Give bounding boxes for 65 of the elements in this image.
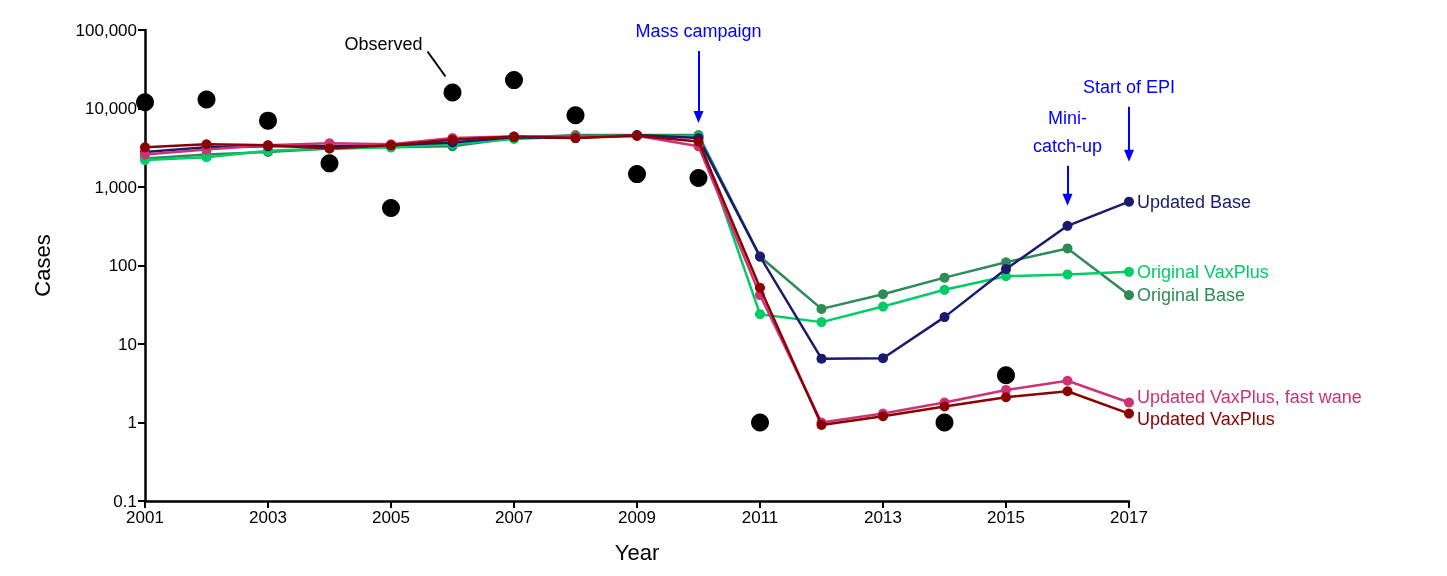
point — [997, 366, 1015, 385]
x-axis-title: Year — [614, 539, 660, 565]
series-label: Original Base — [1137, 285, 1246, 306]
point — [1124, 408, 1134, 419]
x-tick-label: 2011 — [741, 508, 779, 527]
point — [878, 289, 888, 300]
y-tick-label: 10,000 — [85, 99, 137, 118]
y-tick-label: 1,000 — [94, 177, 137, 197]
point — [1001, 264, 1011, 275]
point — [689, 169, 708, 188]
point — [628, 165, 646, 184]
series-label: Updated VaxPlus, fast wane — [1137, 387, 1362, 408]
point — [939, 272, 950, 283]
point — [197, 90, 216, 109]
point — [320, 154, 339, 173]
point — [259, 111, 277, 130]
point — [1001, 392, 1011, 403]
x-tick-label: 2013 — [864, 508, 902, 527]
annotation: Observed — [344, 34, 423, 55]
series-label: Updated Base — [1137, 191, 1252, 212]
point — [878, 353, 888, 364]
point — [939, 401, 950, 412]
point — [382, 199, 400, 217]
point — [751, 413, 769, 432]
point — [1062, 386, 1073, 397]
point — [566, 106, 585, 125]
point — [755, 282, 765, 293]
point — [878, 301, 888, 312]
ref-line-label: Mass campaign — [635, 20, 762, 41]
y-tick-label: 1 — [127, 413, 137, 432]
y-tick-label: 0.1 — [113, 491, 137, 511]
point — [816, 303, 827, 314]
point — [1062, 375, 1073, 386]
ref-line-label: Start of EPI — [1082, 76, 1176, 97]
series-label: Updated VaxPlus — [1137, 409, 1275, 430]
ref-line-label: Mini- catch-up — [1032, 107, 1103, 156]
point — [140, 142, 150, 153]
point — [816, 353, 827, 364]
point — [1124, 290, 1134, 301]
point — [1124, 397, 1134, 408]
point — [136, 93, 154, 112]
point — [935, 413, 954, 432]
x-tick-label: 2001 — [126, 508, 164, 527]
x-tick-label: 2017 — [1110, 508, 1148, 527]
point — [939, 284, 950, 295]
point — [1062, 269, 1073, 280]
point — [505, 71, 523, 90]
point — [816, 317, 827, 328]
x-tick-label: 2005 — [372, 508, 410, 527]
y-tick-label: 10 — [118, 334, 137, 354]
y-axis-title: Cases — [29, 234, 55, 297]
x-tick-label: 2009 — [618, 508, 656, 527]
point — [1062, 220, 1073, 231]
y-tick-label: 100 — [108, 256, 137, 275]
point — [1124, 196, 1134, 207]
point — [939, 312, 950, 323]
x-tick-label: 2007 — [495, 508, 533, 527]
point — [1124, 266, 1134, 277]
series-label: Original VaxPlus — [1137, 261, 1269, 282]
y-tick-label: 100,000 — [75, 20, 137, 40]
x-tick-label: 2003 — [249, 508, 287, 527]
point — [755, 309, 765, 320]
x-tick-label: 2015 — [987, 508, 1025, 527]
point — [443, 83, 462, 102]
point — [1062, 243, 1073, 254]
